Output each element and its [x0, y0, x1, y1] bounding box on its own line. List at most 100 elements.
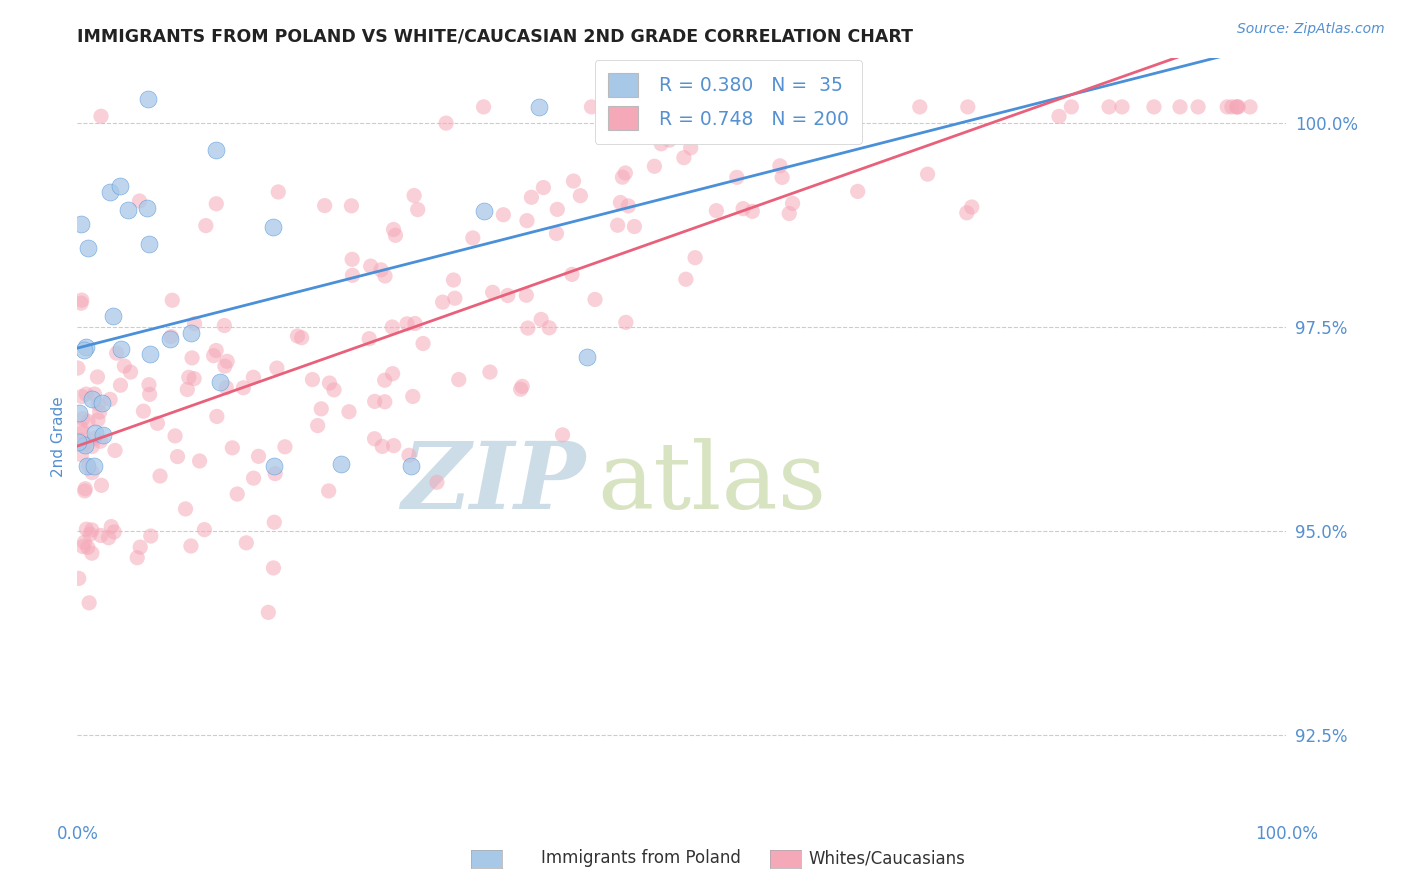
Point — [101, 309, 124, 323]
Point — [769, 159, 792, 173]
Point — [127, 550, 149, 565]
Point — [267, 185, 290, 199]
Point — [77, 459, 100, 474]
Point — [309, 401, 332, 416]
Point — [725, 170, 748, 185]
Point — [80, 546, 103, 560]
Point — [733, 202, 755, 216]
Point — [1220, 100, 1243, 114]
Point — [434, 116, 457, 130]
Point — [363, 394, 385, 409]
Point — [103, 524, 125, 539]
Point — [546, 227, 568, 241]
Point — [83, 458, 105, 473]
Point — [70, 293, 93, 307]
Point — [402, 389, 425, 403]
Point — [183, 317, 205, 331]
Point — [782, 196, 804, 211]
Point — [90, 109, 112, 123]
Point — [395, 317, 418, 331]
Point — [262, 220, 284, 235]
Point — [662, 100, 685, 114]
Point — [778, 206, 800, 220]
Point — [510, 379, 533, 393]
Point — [174, 502, 197, 516]
Point — [382, 439, 405, 453]
Point — [104, 443, 127, 458]
Point — [91, 427, 114, 442]
Point — [443, 273, 465, 287]
Point — [1239, 100, 1261, 114]
Point — [67, 407, 90, 421]
Point — [80, 440, 103, 454]
Point — [492, 208, 515, 222]
Point — [70, 421, 93, 435]
Point — [679, 141, 702, 155]
Point — [108, 179, 131, 194]
Point — [758, 100, 780, 114]
Point — [128, 194, 150, 208]
Point — [226, 487, 249, 501]
Point — [374, 373, 396, 387]
Point — [89, 405, 111, 419]
Point — [623, 219, 645, 234]
Point — [551, 428, 574, 442]
Point — [177, 370, 200, 384]
Point — [69, 433, 91, 447]
Point — [67, 435, 90, 450]
Point — [72, 411, 94, 425]
Text: ZIP: ZIP — [401, 438, 585, 527]
Point — [381, 367, 404, 381]
Text: Immigrants from Poland: Immigrants from Poland — [541, 849, 741, 867]
Point — [481, 285, 503, 300]
Point — [183, 371, 205, 385]
Point — [672, 151, 695, 165]
Point — [786, 100, 808, 114]
Point — [138, 237, 160, 252]
Point — [301, 373, 323, 387]
Point — [73, 535, 96, 549]
Point — [516, 321, 538, 335]
Point — [337, 405, 360, 419]
Point — [136, 92, 159, 106]
Point — [75, 438, 97, 452]
Point — [1226, 100, 1249, 114]
Point — [205, 343, 228, 358]
Point — [110, 342, 132, 356]
Point — [138, 387, 160, 401]
Point — [371, 439, 394, 453]
Point — [129, 540, 152, 554]
Point — [1060, 100, 1083, 114]
Point — [370, 262, 392, 277]
Point — [75, 387, 97, 401]
Point — [90, 396, 112, 410]
Point — [956, 206, 979, 220]
Point — [98, 392, 121, 407]
Point — [73, 343, 96, 358]
Point — [318, 376, 340, 390]
Point — [76, 541, 98, 555]
Point — [546, 202, 568, 217]
Point — [374, 268, 396, 283]
Point — [242, 471, 264, 485]
Text: atlas: atlas — [598, 438, 827, 527]
Point — [159, 332, 181, 346]
Point — [704, 203, 727, 218]
Point — [221, 441, 243, 455]
Point — [614, 315, 637, 329]
Point — [79, 527, 101, 541]
Point — [404, 188, 426, 202]
Point — [509, 382, 531, 396]
Point — [89, 434, 111, 449]
Point — [84, 425, 107, 440]
Point — [146, 417, 169, 431]
Point — [406, 202, 429, 217]
Point — [562, 174, 585, 188]
Point — [87, 413, 110, 427]
Point — [70, 448, 93, 462]
Point — [75, 340, 97, 354]
Point — [478, 365, 501, 379]
Point — [73, 437, 96, 451]
Point — [70, 217, 93, 231]
Point — [291, 331, 314, 345]
